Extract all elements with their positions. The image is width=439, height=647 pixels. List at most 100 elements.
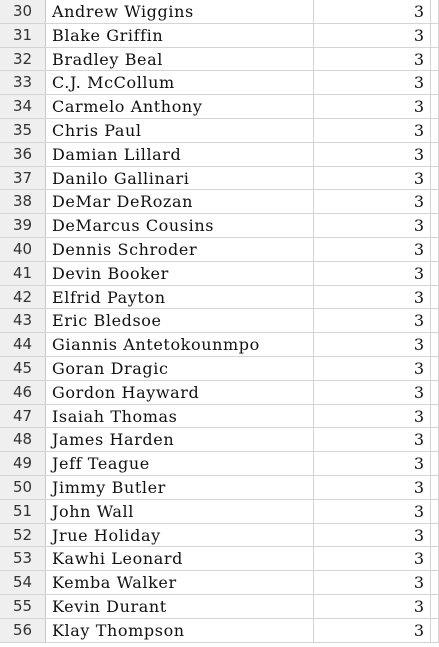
empty-cell[interactable]: [431, 23, 439, 47]
value-cell[interactable]: 3: [314, 499, 431, 523]
row-header[interactable]: 55: [0, 594, 46, 618]
row-header[interactable]: 45: [0, 356, 46, 380]
empty-cell[interactable]: [431, 261, 439, 285]
row-header[interactable]: 39: [0, 214, 46, 237]
value-cell[interactable]: 3: [314, 47, 431, 71]
empty-cell[interactable]: [431, 547, 439, 571]
row-header[interactable]: 56: [0, 618, 46, 642]
row-header[interactable]: 54: [0, 571, 46, 594]
name-cell[interactable]: Danilo Gallinari: [46, 166, 314, 190]
empty-cell[interactable]: [431, 594, 439, 618]
row-header[interactable]: 50: [0, 475, 46, 499]
value-cell[interactable]: 3: [314, 71, 431, 95]
name-cell[interactable]: Goran Dragic: [46, 356, 314, 380]
name-cell[interactable]: Elfrid Payton: [46, 285, 314, 309]
empty-cell[interactable]: [431, 142, 439, 166]
value-cell[interactable]: 3: [314, 547, 431, 571]
name-cell[interactable]: Jeff Teague: [46, 452, 314, 475]
empty-cell[interactable]: [431, 356, 439, 380]
empty-cell[interactable]: [431, 71, 439, 95]
name-cell[interactable]: Damian Lillard: [46, 142, 314, 166]
row-header[interactable]: 31: [0, 23, 46, 47]
name-cell[interactable]: Jrue Holiday: [46, 523, 314, 547]
name-cell[interactable]: Carmelo Anthony: [46, 95, 314, 118]
empty-cell[interactable]: [431, 499, 439, 523]
row-header[interactable]: 30: [0, 0, 46, 23]
name-cell[interactable]: Kawhi Leonard: [46, 547, 314, 571]
row-header[interactable]: 33: [0, 71, 46, 95]
row-header[interactable]: 53: [0, 547, 46, 571]
value-cell[interactable]: 3: [314, 0, 431, 23]
row-header[interactable]: 52: [0, 523, 46, 547]
value-cell[interactable]: 3: [314, 285, 431, 309]
value-cell[interactable]: 3: [314, 380, 431, 404]
name-cell[interactable]: Klay Thompson: [46, 618, 314, 642]
name-cell[interactable]: Dennis Schroder: [46, 237, 314, 261]
value-cell[interactable]: 3: [314, 142, 431, 166]
name-cell[interactable]: Giannis Antetokounmpo: [46, 333, 314, 356]
empty-cell[interactable]: [431, 118, 439, 142]
empty-cell[interactable]: [431, 618, 439, 642]
value-cell[interactable]: 3: [314, 95, 431, 118]
empty-cell[interactable]: [431, 166, 439, 190]
value-cell[interactable]: 3: [314, 356, 431, 380]
empty-cell[interactable]: [431, 452, 439, 475]
value-cell[interactable]: 3: [314, 23, 431, 47]
empty-cell[interactable]: [431, 95, 439, 118]
value-cell[interactable]: 3: [314, 452, 431, 475]
name-cell[interactable]: Blake Griffin: [46, 23, 314, 47]
row-header[interactable]: 44: [0, 333, 46, 356]
name-cell[interactable]: Eric Bledsoe: [46, 309, 314, 333]
value-cell[interactable]: 3: [314, 237, 431, 261]
row-header[interactable]: 47: [0, 404, 46, 428]
value-cell[interactable]: 3: [314, 166, 431, 190]
row-header[interactable]: 49: [0, 452, 46, 475]
value-cell[interactable]: 3: [314, 618, 431, 642]
empty-cell[interactable]: [431, 404, 439, 428]
name-cell[interactable]: Devin Booker: [46, 261, 314, 285]
name-cell[interactable]: Gordon Hayward: [46, 380, 314, 404]
empty-cell[interactable]: [431, 523, 439, 547]
name-cell[interactable]: John Wall: [46, 499, 314, 523]
empty-cell[interactable]: [431, 428, 439, 452]
empty-cell[interactable]: [431, 571, 439, 594]
empty-cell[interactable]: [431, 475, 439, 499]
row-header[interactable]: 41: [0, 261, 46, 285]
name-cell[interactable]: Kevin Durant: [46, 594, 314, 618]
empty-cell[interactable]: [431, 285, 439, 309]
row-header[interactable]: 38: [0, 190, 46, 214]
value-cell[interactable]: 3: [314, 523, 431, 547]
name-cell[interactable]: Andrew Wiggins: [46, 0, 314, 23]
name-cell[interactable]: James Harden: [46, 428, 314, 452]
row-header[interactable]: 36: [0, 142, 46, 166]
row-header[interactable]: 46: [0, 380, 46, 404]
value-cell[interactable]: 3: [314, 214, 431, 237]
row-header[interactable]: 32: [0, 47, 46, 71]
row-header[interactable]: 40: [0, 237, 46, 261]
value-cell[interactable]: 3: [314, 333, 431, 356]
value-cell[interactable]: 3: [314, 261, 431, 285]
row-header[interactable]: 48: [0, 428, 46, 452]
value-cell[interactable]: 3: [314, 190, 431, 214]
name-cell[interactable]: C.J. McCollum: [46, 71, 314, 95]
row-header[interactable]: 37: [0, 166, 46, 190]
empty-cell[interactable]: [431, 309, 439, 333]
value-cell[interactable]: 3: [314, 404, 431, 428]
row-header[interactable]: 42: [0, 285, 46, 309]
value-cell[interactable]: 3: [314, 475, 431, 499]
name-cell[interactable]: DeMarcus Cousins: [46, 214, 314, 237]
empty-cell[interactable]: [431, 237, 439, 261]
value-cell[interactable]: 3: [314, 118, 431, 142]
value-cell[interactable]: 3: [314, 428, 431, 452]
empty-cell[interactable]: [431, 47, 439, 71]
name-cell[interactable]: Jimmy Butler: [46, 475, 314, 499]
value-cell[interactable]: 3: [314, 571, 431, 594]
name-cell[interactable]: Isaiah Thomas: [46, 404, 314, 428]
empty-cell[interactable]: [431, 190, 439, 214]
value-cell[interactable]: 3: [314, 309, 431, 333]
empty-cell[interactable]: [431, 214, 439, 237]
empty-cell[interactable]: [431, 333, 439, 356]
value-cell[interactable]: 3: [314, 594, 431, 618]
empty-cell[interactable]: [431, 0, 439, 23]
empty-cell[interactable]: [431, 380, 439, 404]
